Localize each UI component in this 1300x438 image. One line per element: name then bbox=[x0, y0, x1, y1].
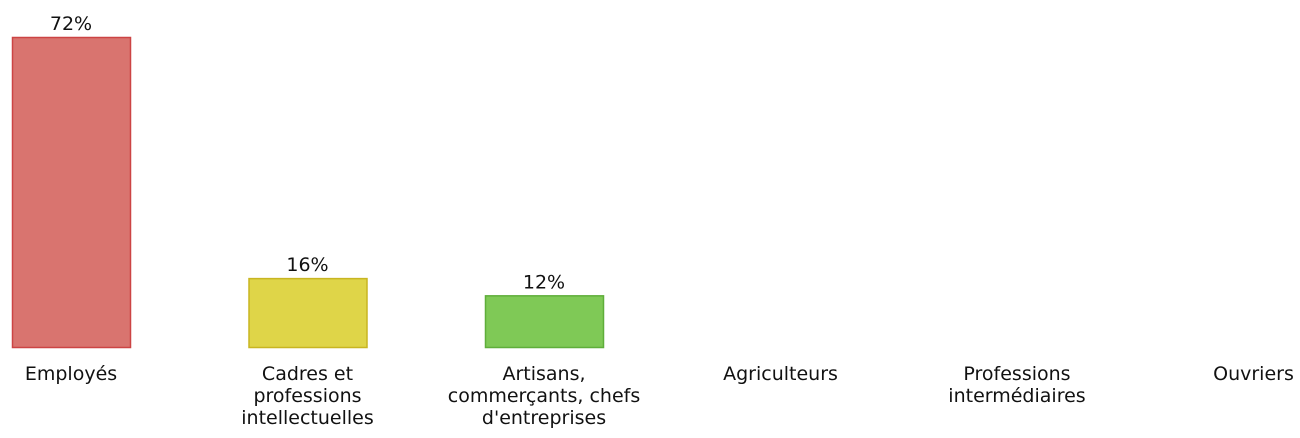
category-label-cadres-et-professions-intellectuelles: Cadres et professions intellectuelles bbox=[241, 363, 373, 429]
bar-employes bbox=[11, 36, 132, 349]
value-label-employes: 72% bbox=[50, 13, 92, 35]
value-label-artisans-commercants-chefs-d-entreprises: 12% bbox=[523, 271, 565, 293]
bar-cadres-et-professions-intellectuelles bbox=[248, 277, 368, 349]
category-labels-group: Employés Cadres et professions intellectuel… bbox=[25, 363, 1294, 429]
value-label-cadres-et-professions-intellectuelles: 16% bbox=[286, 254, 328, 276]
bars-group bbox=[11, 36, 605, 349]
category-label-employes: Employés bbox=[25, 363, 117, 385]
bar-artisans-commercants-chefs-d-entreprises bbox=[484, 295, 605, 349]
category-label-professions-intermediaires: Professions intermédiaires bbox=[948, 363, 1085, 407]
category-label-ouvriers: Ouvriers bbox=[1213, 363, 1294, 385]
category-label-agriculteurs: Agriculteurs bbox=[723, 363, 838, 385]
category-label-artisans-commercants-chefs-d-entreprises: Artisans, commerçants, chefs d'entreprises bbox=[448, 363, 641, 429]
value-labels-group: 72% 16% 12% bbox=[50, 13, 565, 293]
